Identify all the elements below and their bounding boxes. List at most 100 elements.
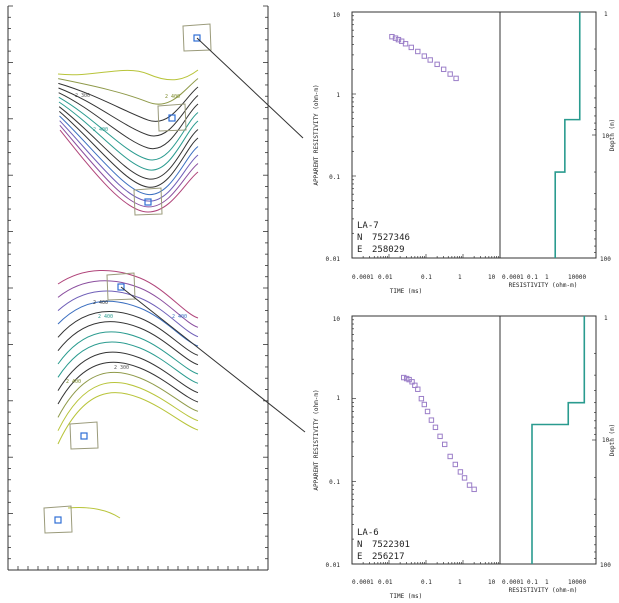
- lower-contour-line: [57, 290, 199, 338]
- upper-contour-label-3: 2 400: [93, 127, 108, 133]
- model-step-path: [531, 316, 586, 564]
- leader-line-la7: [196, 37, 304, 139]
- station-box: [43, 505, 73, 534]
- ylabel-la7: APPARENT RESISTIVITY (ohm-m): [313, 84, 320, 185]
- lower-contour-label-5: 2 400: [66, 379, 81, 385]
- sounding-ticks-la6: [351, 315, 501, 565]
- contour-map: 2 400 2 300 2 400 2 400 2 400 2 400 2 30…: [7, 5, 269, 571]
- sounding-points-la6: [401, 374, 477, 493]
- xtick-la7-0.0001: 0.0001: [352, 274, 374, 281]
- xtick-la6-0.1: 0.1: [421, 579, 432, 586]
- data-point: [432, 424, 439, 431]
- data-point: [441, 441, 448, 448]
- model-xtick-la6-0: 0.0001: [502, 579, 524, 586]
- ytick-la6-1: 1: [336, 395, 340, 402]
- model-frame-la7: [499, 11, 597, 259]
- station-1-icon: [193, 34, 201, 42]
- model-plot-la7: 0.0001 0.1 1 10000 RESISTIVITY (ohm-m) 1…: [499, 11, 616, 289]
- data-point: [402, 41, 409, 47]
- ytick-la7-1: 1: [336, 92, 340, 99]
- lower-contour-group: [57, 270, 199, 519]
- ylabel-la6: APPARENT RESISTIVITY (ohm-m): [313, 389, 320, 490]
- xlabel-la6: TIME (ms): [390, 593, 423, 600]
- upper-contour-line: [58, 78, 199, 105]
- lower-contour-label-4: 2 300: [114, 365, 129, 371]
- ytick-la7-0.01: 0.01: [326, 256, 341, 263]
- model-xtick-la7-1: 0.1: [527, 274, 538, 281]
- data-point: [457, 469, 464, 475]
- data-point: [434, 61, 440, 68]
- model-ytick-la6-1: 1: [604, 315, 608, 322]
- model-ytick-la7-10: 10: [602, 133, 610, 140]
- model-xlabel-la6: RESISTIVITY (ohm-m): [509, 587, 578, 594]
- xtick-la7-0.01: 0.01: [378, 274, 393, 281]
- xtick-la6-10: 10: [488, 579, 496, 586]
- ytick-la6-0.1: 0.1: [329, 479, 340, 486]
- model-ylabel-la7: Depth (m): [609, 119, 616, 152]
- sounding-plot-la6: APPARENT RESISTIVITY (ohm-m) 10 1 0.1 0.…: [313, 315, 501, 600]
- xtick-la7-10: 10: [488, 274, 496, 281]
- station-6-icon: [54, 516, 62, 524]
- station-e-value-la6: 256217: [372, 552, 405, 562]
- xtick-la7-1: 1: [458, 274, 462, 281]
- data-point: [466, 482, 473, 488]
- station-box: [133, 187, 163, 216]
- lower-contour-line: [57, 371, 199, 418]
- model-step-line-la7: [554, 11, 596, 259]
- station-5-icon: [80, 432, 88, 440]
- station-e-label-la7: E: [357, 245, 362, 255]
- data-point: [392, 35, 399, 41]
- sounding-points-la7: [389, 33, 459, 82]
- model-ytick-la6-10: 10: [602, 437, 610, 444]
- upper-contour-line: [59, 129, 199, 213]
- xlabel-la7: TIME (ms): [390, 288, 423, 295]
- data-point: [418, 395, 425, 402]
- data-point: [389, 33, 395, 40]
- model-ytick-la7-1: 1: [604, 11, 608, 18]
- data-point: [395, 36, 402, 43]
- model-xtick-la6-1: 0.1: [527, 579, 538, 586]
- model-ytick-la6-100: 100: [600, 562, 611, 569]
- data-point: [408, 44, 414, 51]
- sounding-frame-la6: [351, 315, 501, 565]
- data-point: [412, 382, 418, 389]
- lower-contour-line: [57, 341, 199, 384]
- map-tick-marks: [7, 5, 269, 571]
- lower-contour-line: [57, 351, 199, 394]
- lower-contour-line: [57, 300, 199, 347]
- lower-contour-line: [57, 392, 199, 445]
- model-frame-la6: [499, 315, 597, 565]
- model-step-line-la6: [531, 315, 596, 565]
- data-point: [427, 57, 433, 63]
- data-point: [415, 48, 421, 55]
- upper-contour-line: [58, 82, 199, 122]
- data-point: [452, 461, 459, 468]
- lower-contour-line: [57, 280, 199, 328]
- data-point: [453, 75, 459, 82]
- model-xtick-la7-3: 10000: [568, 274, 586, 281]
- station-markers: [43, 23, 212, 534]
- lower-contour-line: [67, 507, 121, 519]
- data-point: [440, 66, 447, 73]
- upper-contour-line: [59, 125, 199, 208]
- station-3-icon: [144, 198, 152, 206]
- model-plot-la6: 0.0001 0.1 1 10000 RESISTIVITY (ohm-m) 1…: [499, 315, 616, 594]
- lower-contour-line: [57, 331, 199, 375]
- data-point: [415, 386, 421, 392]
- ytick-la7-0.1: 0.1: [329, 174, 340, 181]
- ytick-la6-0.01: 0.01: [326, 562, 341, 569]
- data-point: [424, 408, 431, 415]
- model-xtick-la7-2: 1: [545, 274, 549, 281]
- station-n-label-la7: N: [357, 233, 362, 243]
- xtick-la6-0.01: 0.01: [378, 579, 393, 586]
- model-xtick-la6-2: 1: [545, 579, 549, 586]
- station-name-la7: LA-7: [357, 221, 379, 231]
- data-point: [428, 417, 435, 423]
- station-2-icon: [168, 114, 176, 122]
- xtick-la6-1: 1: [458, 579, 462, 586]
- lower-contour-line: [57, 361, 199, 405]
- data-point: [409, 379, 415, 385]
- sounding-plot-la7: APPARENT RESISTIVITY (ohm-m) 10 1 0.1 0.…: [313, 11, 501, 295]
- station-e-label-la6: E: [357, 552, 362, 562]
